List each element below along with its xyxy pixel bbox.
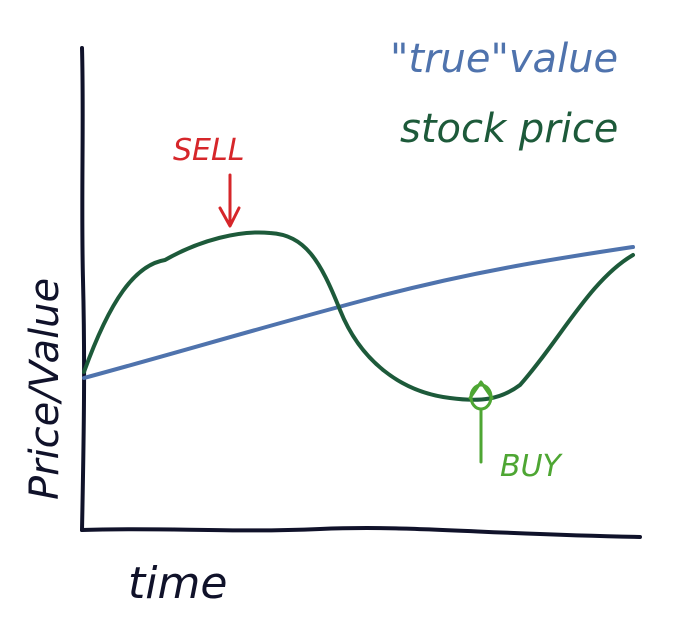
sell-arrow <box>218 173 241 228</box>
buy-marker <box>468 380 494 464</box>
x-axis-line <box>80 525 642 539</box>
y-axis-label: Price/Value <box>22 278 68 500</box>
true-value-line <box>82 245 635 380</box>
y-axis-line <box>80 46 87 532</box>
stock-price-line <box>82 230 635 402</box>
legend-true-value-label: "true"value <box>390 36 618 82</box>
x-axis-label: time <box>128 558 227 609</box>
legend-stock-price-label: stock price <box>400 106 618 152</box>
sell-label: SELL <box>173 133 244 168</box>
buy-label: BUY <box>500 449 564 484</box>
